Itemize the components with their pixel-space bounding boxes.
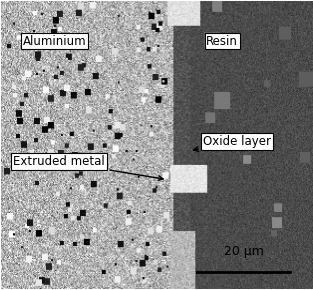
- Text: Oxide layer: Oxide layer: [193, 135, 271, 151]
- Text: Aluminium: Aluminium: [23, 35, 86, 48]
- Text: Extruded metal: Extruded metal: [13, 155, 163, 180]
- Text: 20 μm: 20 μm: [224, 244, 264, 258]
- Text: Resin: Resin: [206, 35, 238, 48]
